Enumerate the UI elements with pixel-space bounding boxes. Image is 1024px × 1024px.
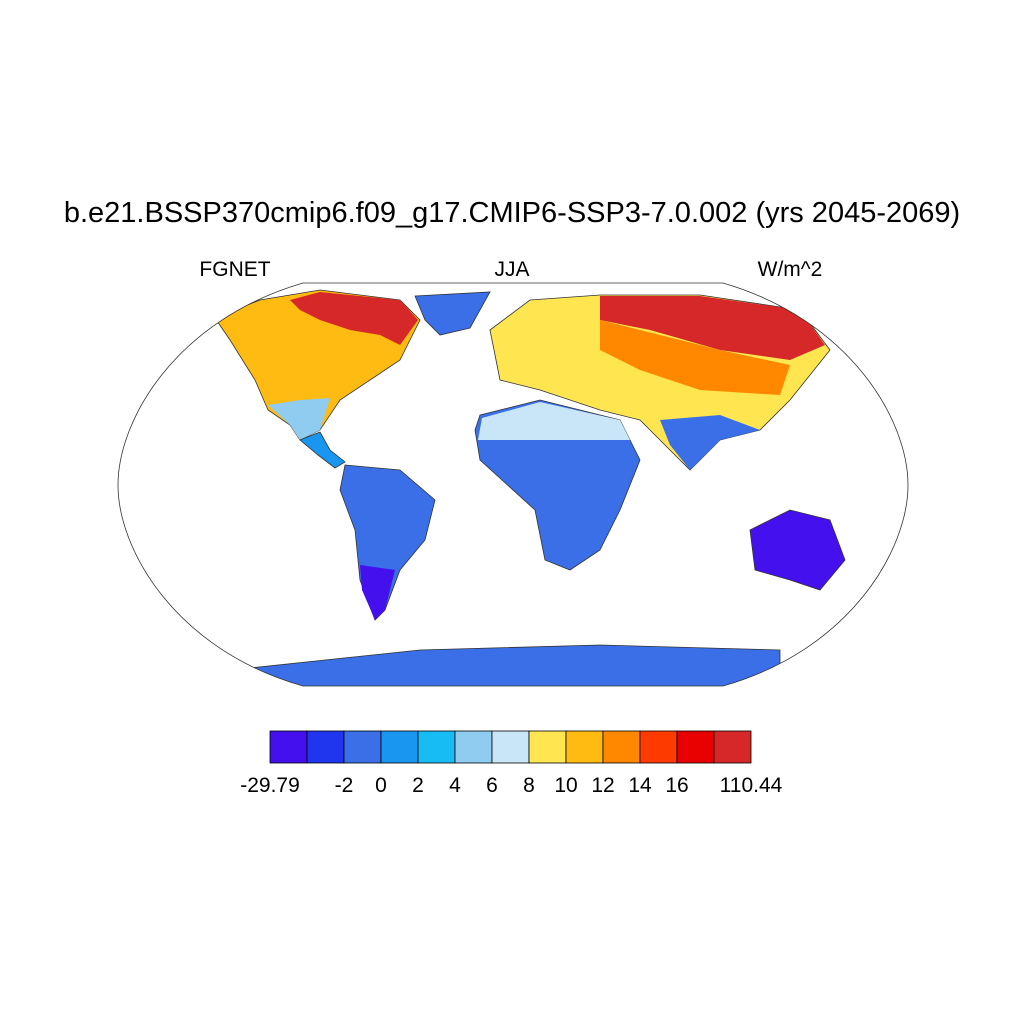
center-label: JJA	[494, 258, 529, 281]
australia	[749, 509, 846, 591]
right-label: W/m^2	[758, 258, 823, 281]
colorbar-box	[528, 730, 567, 764]
greenland	[414, 291, 491, 336]
colorbar-label: 16	[665, 774, 688, 797]
antarctica	[249, 644, 781, 686]
africa-north	[478, 402, 630, 440]
colorbar: -29.79 -2 0 2 4 6 8 10 12 14 16 110.44	[240, 730, 783, 797]
central-america	[299, 431, 346, 469]
left-label: FGNET	[199, 258, 270, 281]
map-outline	[117, 282, 909, 687]
colorbar-box	[713, 730, 752, 764]
colorbar-label: 10	[554, 774, 577, 797]
colorbar-box	[639, 730, 678, 764]
north-america-south	[268, 398, 330, 440]
colorbar-box	[565, 730, 604, 764]
colorbar-label: 14	[628, 774, 652, 797]
north-america-north	[290, 292, 418, 345]
south-asia	[660, 415, 760, 470]
colorbar-box	[491, 730, 530, 764]
eurasia-mid	[600, 320, 790, 395]
africa	[474, 399, 641, 571]
colorbar-label: 2	[412, 774, 424, 797]
colorbar-label: -29.79	[240, 774, 300, 797]
colorbar-label: 12	[591, 774, 614, 797]
colorbar-box	[269, 730, 308, 764]
colorbar-label: 4	[449, 774, 461, 797]
map-land	[214, 289, 846, 686]
colorbar-label: 110.44	[720, 774, 783, 797]
colorbar-label: 6	[486, 774, 498, 797]
title: b.e21.BSSP370cmip6.f09_g17.CMIP6-SSP3-7.…	[64, 197, 960, 229]
colorbar-box	[306, 730, 345, 764]
colorbar-label: 8	[523, 774, 535, 797]
colorbar-box	[676, 730, 715, 764]
colorbar-box	[417, 730, 456, 764]
colorbar-box	[343, 730, 382, 764]
colorbar-box	[602, 730, 641, 764]
colorbar-box	[380, 730, 419, 764]
colorbar-label: -2	[335, 774, 354, 797]
colorbar-label: 0	[375, 774, 387, 797]
south-america-tip	[360, 565, 395, 620]
eurasia-north	[600, 296, 825, 360]
colorbar-box	[454, 730, 493, 764]
